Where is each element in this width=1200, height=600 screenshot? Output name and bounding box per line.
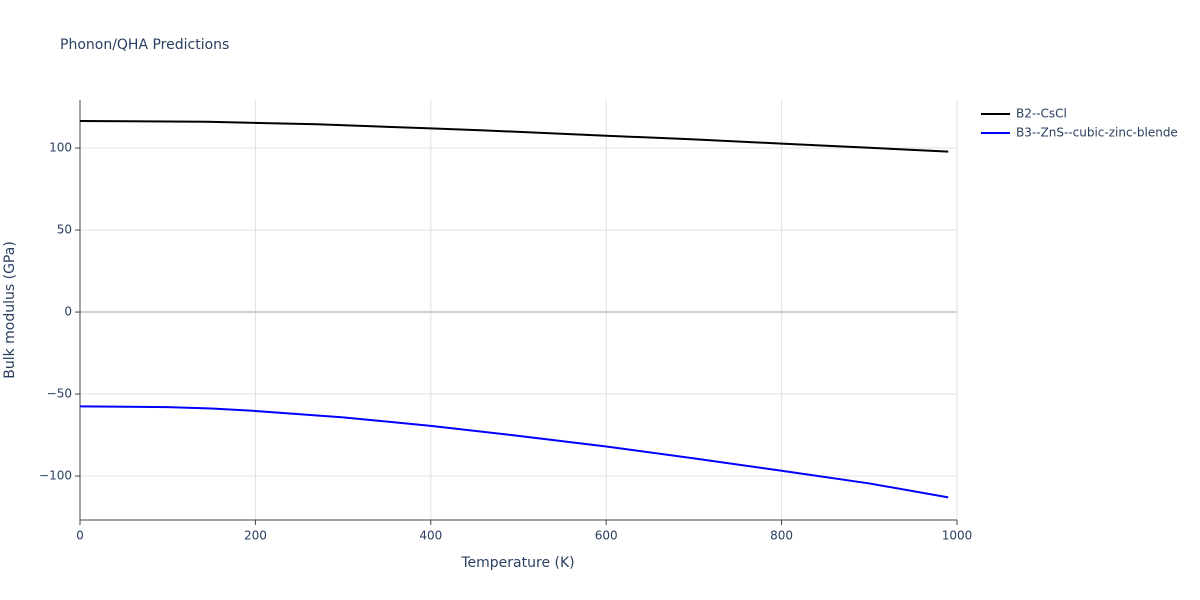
y-tick-label: 0 bbox=[64, 305, 72, 319]
line-series bbox=[79, 405, 949, 499]
x-tick-label: 0 bbox=[76, 529, 84, 543]
x-axis-title: Temperature (K) bbox=[460, 555, 574, 571]
x-tick-label: 800 bbox=[770, 529, 793, 543]
y-tick-label: −100 bbox=[39, 469, 72, 483]
chart-title: Phonon/QHA Predictions bbox=[60, 37, 229, 53]
y-tick-label: 50 bbox=[57, 223, 72, 237]
y-axis-title: Bulk modulus (GPa) bbox=[2, 241, 18, 379]
x-tick-label: 1000 bbox=[942, 529, 973, 543]
y-tick-label: −50 bbox=[47, 387, 72, 401]
y-tick-label: 100 bbox=[49, 141, 72, 155]
x-tick-label: 200 bbox=[244, 529, 267, 543]
legend-label: B2--CsCl bbox=[1016, 107, 1067, 121]
x-tick-label: 600 bbox=[595, 529, 618, 543]
line-series bbox=[79, 119, 949, 153]
x-tick-label: 400 bbox=[419, 529, 442, 543]
legend-label: B3--ZnS--cubic-zinc-blende bbox=[1016, 126, 1178, 140]
